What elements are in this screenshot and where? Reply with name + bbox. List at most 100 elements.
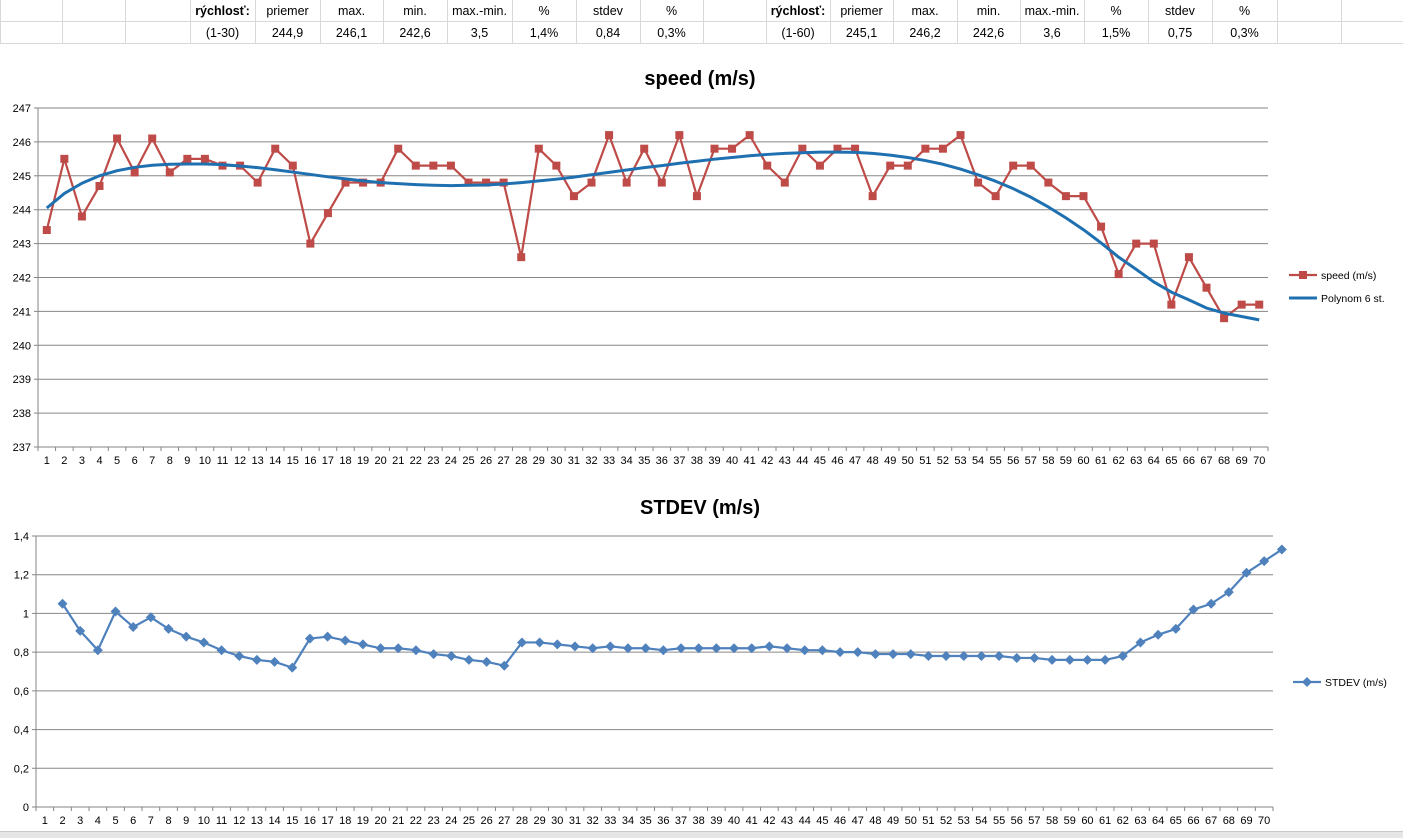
x-tick-label: 36	[656, 455, 668, 467]
sheet-cell[interactable]: max.	[337, 4, 366, 18]
data-point	[1132, 239, 1141, 248]
data-point	[552, 161, 561, 170]
x-tick-label: 16	[304, 455, 316, 467]
sheet-cell[interactable]: priemer	[840, 4, 883, 18]
x-tick-label: 42	[763, 815, 775, 827]
data-point	[359, 178, 368, 187]
data-point	[253, 178, 262, 187]
sheet-cell[interactable]: max.-min.	[1024, 4, 1080, 18]
sheet-cell[interactable]: max.	[911, 4, 939, 18]
sheet-cell[interactable]: 1,4%	[529, 26, 559, 40]
data-point	[958, 651, 969, 662]
data-point	[1206, 598, 1217, 609]
data-point	[446, 161, 455, 170]
data-point	[587, 643, 598, 654]
data-point	[251, 654, 262, 665]
y-tick-label: 247	[13, 103, 31, 115]
data-point	[886, 161, 895, 170]
sheet-cell[interactable]: rýchlosť:	[770, 4, 826, 18]
sheet-cell[interactable]: 246,1	[335, 26, 368, 40]
sheet-cell[interactable]	[0, 0, 62, 22]
x-tick-label: 29	[533, 455, 545, 467]
sheet-cell[interactable]: priemer	[266, 4, 309, 18]
sheet-cell[interactable]	[125, 22, 190, 44]
sheet-cell[interactable]: stdev	[593, 4, 623, 18]
sheet-cell[interactable]: %	[538, 4, 550, 18]
sheet-gridline	[576, 0, 577, 44]
sheet-cell[interactable]	[0, 22, 62, 44]
sheet-cell[interactable]: (1-60)	[781, 26, 815, 40]
sheet-cell[interactable]: (1-30)	[205, 26, 240, 40]
data-point	[1135, 637, 1146, 648]
sheet-gridline	[320, 0, 321, 44]
sheet-cell[interactable]: 242,6	[399, 26, 431, 40]
sheet-cell[interactable]: 3,5	[470, 26, 489, 40]
data-point	[110, 606, 121, 617]
series-markers-0	[57, 544, 1287, 673]
x-tick-label: 31	[569, 815, 581, 827]
sheet-cell[interactable]	[703, 0, 766, 22]
data-point	[446, 651, 457, 662]
x-tick-label: 50	[902, 455, 914, 467]
x-tick-label: 26	[480, 815, 492, 827]
sheet-gridline	[512, 0, 513, 44]
y-tick-label: 241	[13, 306, 31, 318]
sheet-cell[interactable]: 3,6	[1043, 26, 1061, 40]
x-tick-label: 23	[427, 455, 439, 467]
sheet-cell[interactable]: 0,84	[595, 26, 621, 40]
sheet-cell[interactable]	[125, 0, 190, 22]
data-point	[675, 131, 684, 140]
sheet-cell[interactable]	[1341, 0, 1403, 22]
sheet-gridline	[893, 0, 894, 44]
data-point	[1237, 300, 1246, 309]
sheet-cell[interactable]: 0,75	[1167, 26, 1193, 40]
sheet-cell[interactable]: 1,5%	[1101, 26, 1131, 40]
sheet-cell[interactable]: rýchlosť:	[195, 4, 250, 18]
x-tick-label: 8	[165, 815, 171, 827]
x-tick-label: 6	[132, 455, 138, 467]
sheet-cell[interactable]: min.	[403, 4, 427, 18]
sheet-cell[interactable]	[703, 22, 766, 44]
x-tick-label: 35	[640, 815, 652, 827]
x-tick-label: 47	[852, 815, 864, 827]
x-tick-label: 45	[814, 455, 826, 467]
data-point	[1299, 271, 1307, 279]
data-point	[817, 645, 828, 656]
sheet-cell[interactable]: 0,3%	[657, 26, 686, 40]
sheet-cell[interactable]: %	[1110, 4, 1122, 18]
x-tick-label: 30	[550, 455, 562, 467]
x-tick-label: 68	[1223, 815, 1235, 827]
sheet-cell[interactable]: max.-min.	[452, 4, 507, 18]
data-point	[287, 662, 298, 673]
data-point	[605, 641, 616, 652]
x-tick-label: 60	[1081, 815, 1093, 827]
x-tick-label: 65	[1170, 815, 1182, 827]
x-tick-label: 40	[726, 455, 738, 467]
sheet-cell[interactable]: 0,3%	[1230, 26, 1259, 40]
x-tick-label: 37	[673, 455, 685, 467]
sheet-gridline	[190, 0, 191, 44]
sheet-gridline	[1020, 0, 1021, 44]
x-tick-label: 15	[286, 815, 298, 827]
sheet-cell[interactable]	[1277, 22, 1341, 44]
sheet-cell[interactable]: 242,6	[972, 26, 1005, 40]
data-point	[1082, 654, 1093, 665]
data-point	[994, 651, 1005, 662]
x-tick-label: 7	[149, 455, 155, 467]
sheet-cell[interactable]: stdev	[1165, 4, 1195, 18]
sheet-cell[interactable]: %	[665, 4, 678, 18]
sheet-cell[interactable]	[1277, 0, 1341, 22]
data-point	[517, 253, 526, 262]
x-tick-label: 25	[462, 455, 474, 467]
sheet-cell[interactable]: 244,9	[271, 26, 304, 40]
sheet-cell[interactable]	[62, 0, 125, 22]
sheet-cell[interactable]	[62, 22, 125, 44]
sheet-cell[interactable]: 246,2	[909, 26, 941, 40]
sheet-cell[interactable]: 245,1	[845, 26, 878, 40]
x-tick-label: 5	[114, 455, 120, 467]
sheet-cell[interactable]: %	[1238, 4, 1251, 18]
sheet-cell[interactable]: min.	[976, 4, 1001, 18]
sheet-cell[interactable]	[1341, 22, 1403, 44]
x-tick-label: 36	[657, 815, 669, 827]
x-tick-label: 13	[251, 815, 263, 827]
